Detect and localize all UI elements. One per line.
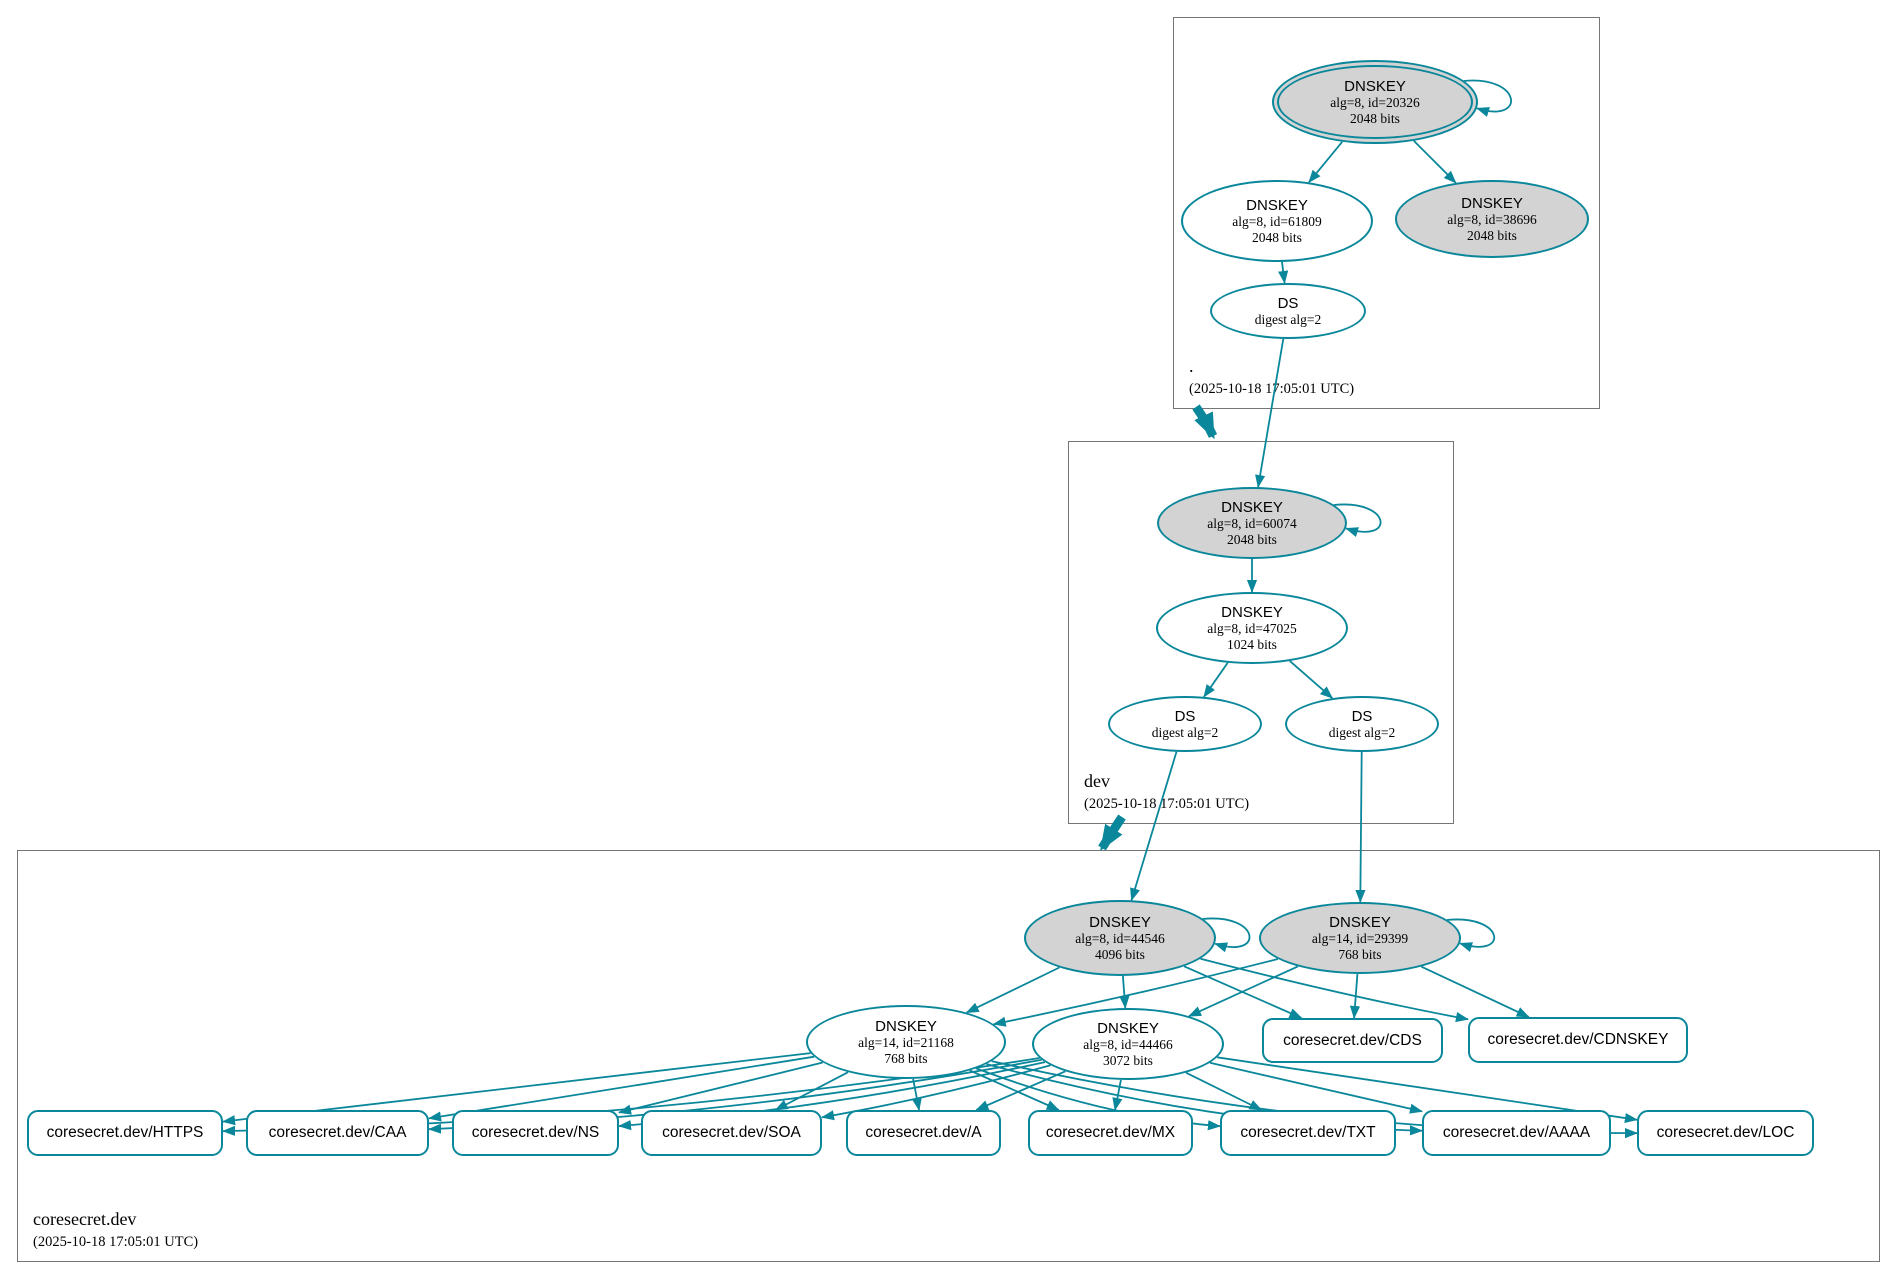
zone-name-root: . — [1189, 356, 1194, 376]
rrset-label: coresecret.dev/TXT — [1240, 1124, 1376, 1141]
node-type: DNSKEY — [1246, 196, 1308, 214]
rrset-coresecret-caa[interactable]: coresecret.dev/CAA — [246, 1110, 429, 1156]
zone-label-root: . (2025-10-18 17:05:01 UTC) — [1189, 354, 1354, 400]
node-root-ksk-dnskey-20326[interactable]: DNSKEY alg=8, id=20326 2048 bits — [1272, 60, 1478, 144]
rrset-coresecret-loc[interactable]: coresecret.dev/LOC — [1637, 1110, 1814, 1156]
node-type: DNSKEY — [875, 1017, 937, 1035]
rrset-label: coresecret.dev/CDNSKEY — [1487, 1031, 1669, 1048]
rrset-coresecret-a[interactable]: coresecret.dev/A — [846, 1110, 1001, 1156]
zone-label-coresecret-dev: coresecret.dev (2025-10-18 17:05:01 UTC) — [33, 1207, 198, 1253]
rrset-coresecret-ns[interactable]: coresecret.dev/NS — [452, 1110, 619, 1156]
node-type: DS — [1277, 294, 1299, 312]
node-root-zsk-dnskey-61809[interactable]: DNSKEY alg=8, id=61809 2048 bits — [1181, 180, 1373, 262]
rrset-coresecret-cdnskey[interactable]: coresecret.dev/CDNSKEY — [1468, 1017, 1688, 1063]
zone-name-coresecret-dev: coresecret.dev — [33, 1209, 137, 1229]
rrset-label: coresecret.dev/MX — [1045, 1124, 1176, 1141]
node-bits: 2048 bits — [1350, 110, 1400, 126]
node-bits: 1024 bits — [1227, 636, 1277, 652]
node-dev-zsk-dnskey-47025[interactable]: DNSKEY alg=8, id=47025 1024 bits — [1156, 592, 1348, 664]
node-detail: alg=14, id=29399 — [1311, 930, 1409, 946]
rrset-coresecret-txt[interactable]: coresecret.dev/TXT — [1220, 1110, 1396, 1156]
node-coresecret-zsk-dnskey-44466[interactable]: DNSKEY alg=8, id=44466 3072 bits — [1032, 1008, 1224, 1080]
node-detail: alg=8, id=61809 — [1232, 213, 1322, 229]
node-type: DNSKEY — [1329, 913, 1391, 931]
node-detail: alg=8, id=44546 — [1075, 930, 1165, 946]
node-type: DNSKEY — [1461, 194, 1523, 212]
node-bits: 2048 bits — [1252, 229, 1302, 245]
node-dev-ds-left[interactable]: DS digest alg=2 — [1108, 696, 1262, 752]
zone-label-dev: dev (2025-10-18 17:05:01 UTC) — [1084, 769, 1249, 815]
zone-timestamp-coresecret-dev: (2025-10-18 17:05:01 UTC) — [33, 1234, 199, 1250]
node-coresecret-ksk-dnskey-44546[interactable]: DNSKEY alg=8, id=44546 4096 bits — [1024, 900, 1216, 976]
zone-box-dev: dev (2025-10-18 17:05:01 UTC) — [1068, 441, 1454, 824]
rrset-coresecret-soa[interactable]: coresecret.dev/SOA — [641, 1110, 822, 1156]
node-type: DS — [1351, 707, 1373, 725]
node-type: DNSKEY — [1221, 603, 1283, 621]
node-detail: digest alg=2 — [1151, 724, 1219, 740]
rrset-coresecret-aaaa[interactable]: coresecret.dev/AAAA — [1422, 1110, 1611, 1156]
node-detail: alg=8, id=47025 — [1207, 620, 1297, 636]
node-coresecret-zsk-dnskey-21168[interactable]: DNSKEY alg=14, id=21168 768 bits — [806, 1005, 1006, 1079]
rrset-label: coresecret.dev/LOC — [1656, 1124, 1795, 1141]
node-bits: 768 bits — [884, 1050, 928, 1066]
node-type: DNSKEY — [1097, 1019, 1159, 1037]
node-type: DNSKEY — [1344, 77, 1406, 95]
zone-name-dev: dev — [1084, 771, 1110, 791]
rrset-label: coresecret.dev/A — [865, 1124, 982, 1141]
node-bits: 4096 bits — [1095, 946, 1145, 962]
rrset-label: coresecret.dev/SOA — [662, 1124, 801, 1141]
node-detail: alg=8, id=60074 — [1207, 515, 1297, 531]
rrset-label: coresecret.dev/AAAA — [1442, 1124, 1591, 1141]
node-root-ds[interactable]: DS digest alg=2 — [1210, 283, 1366, 339]
zone-timestamp-root: (2025-10-18 17:05:01 UTC) — [1189, 381, 1355, 397]
node-detail: alg=8, id=44466 — [1083, 1036, 1173, 1052]
node-dev-ds-right[interactable]: DS digest alg=2 — [1285, 696, 1439, 752]
node-root-dnskey-38696[interactable]: DNSKEY alg=8, id=38696 2048 bits — [1395, 180, 1589, 258]
node-bits: 3072 bits — [1103, 1052, 1153, 1068]
node-bits: 2048 bits — [1467, 227, 1517, 243]
zone-timestamp-dev: (2025-10-18 17:05:01 UTC) — [1084, 796, 1250, 812]
rrset-coresecret-cds[interactable]: coresecret.dev/CDS — [1262, 1018, 1443, 1063]
rrset-label: coresecret.dev/CAA — [268, 1124, 407, 1141]
zone-box-coresecret-dev: coresecret.dev (2025-10-18 17:05:01 UTC) — [17, 850, 1880, 1262]
node-dev-ksk-dnskey-60074[interactable]: DNSKEY alg=8, id=60074 2048 bits — [1157, 487, 1347, 559]
zone-box-root: . (2025-10-18 17:05:01 UTC) — [1173, 17, 1600, 409]
node-bits: 2048 bits — [1227, 531, 1277, 547]
node-detail: digest alg=2 — [1328, 724, 1396, 740]
rrset-coresecret-mx[interactable]: coresecret.dev/MX — [1028, 1110, 1193, 1156]
node-detail: alg=8, id=20326 — [1330, 94, 1420, 110]
node-coresecret-ksk-dnskey-29399[interactable]: DNSKEY alg=14, id=29399 768 bits — [1259, 902, 1461, 974]
node-detail: alg=14, id=21168 — [858, 1034, 954, 1050]
node-type: DS — [1174, 707, 1196, 725]
rrset-label: coresecret.dev/HTTPS — [46, 1124, 204, 1141]
node-bits: 768 bits — [1338, 946, 1382, 962]
node-type: DNSKEY — [1221, 498, 1283, 516]
node-detail: alg=8, id=38696 — [1447, 211, 1537, 227]
rrset-label: coresecret.dev/CDS — [1283, 1031, 1422, 1049]
rrset-label: coresecret.dev/NS — [471, 1124, 600, 1141]
rrset-coresecret-https[interactable]: coresecret.dev/HTTPS — [27, 1110, 223, 1156]
node-type: DNSKEY — [1089, 913, 1151, 931]
node-detail: digest alg=2 — [1254, 311, 1322, 327]
